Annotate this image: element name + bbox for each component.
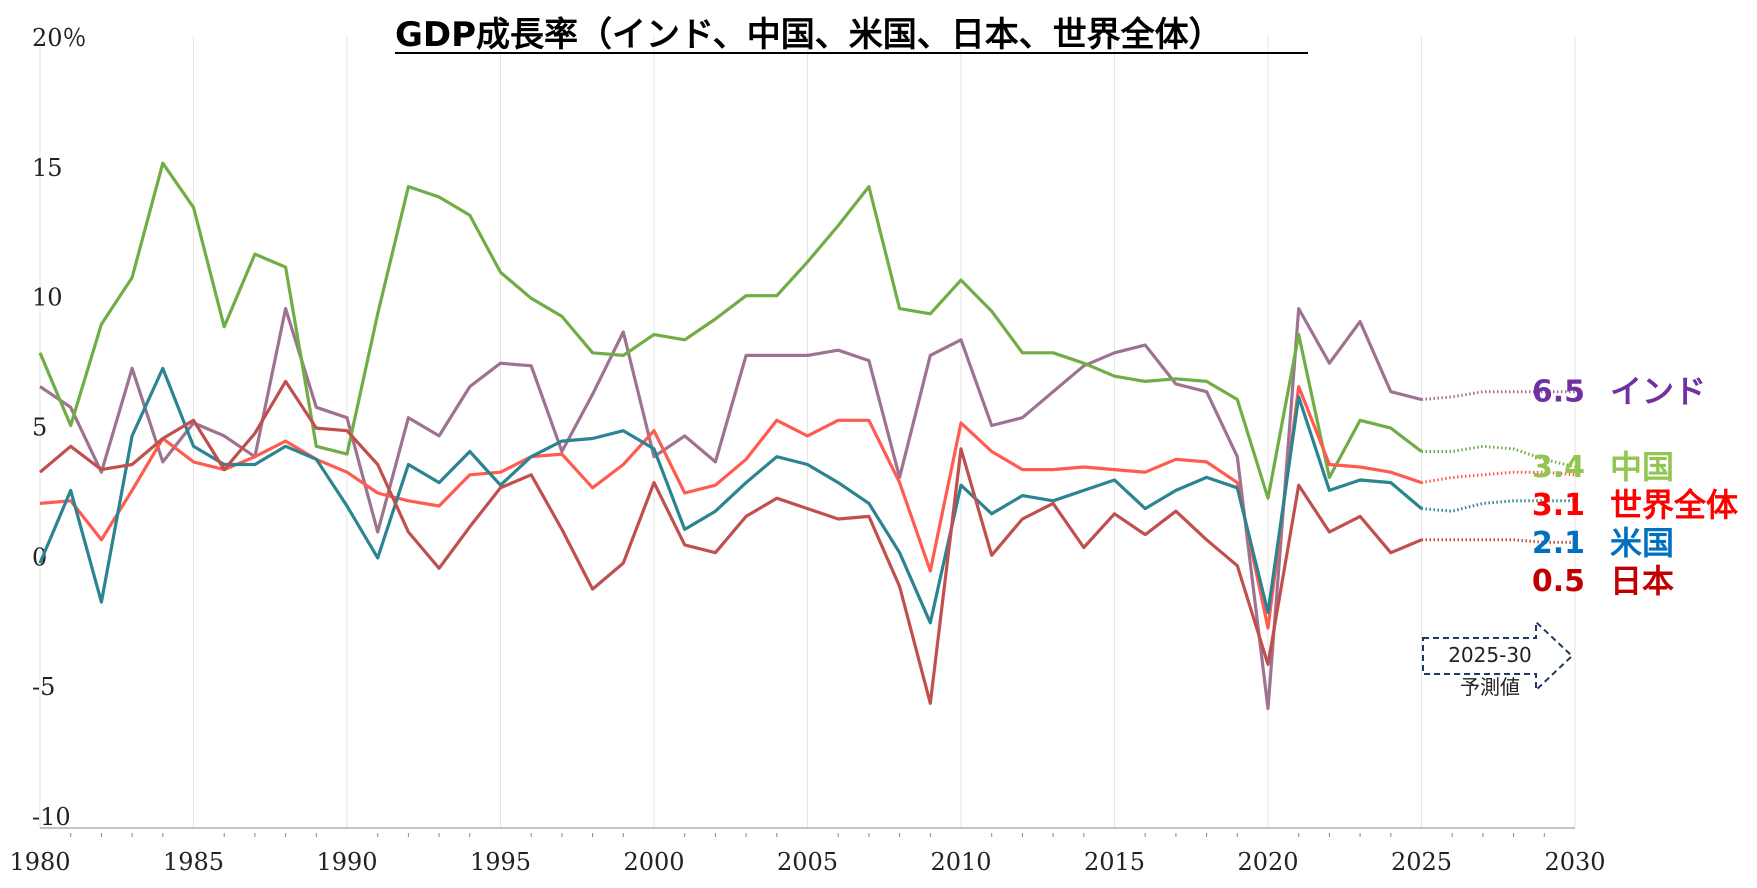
end-name-日本: 日本 (1610, 562, 1674, 600)
x-tick-label: 1980 (9, 848, 70, 876)
x-tick-label: 2000 (623, 848, 684, 876)
x-axis: 1980 1985 1990 1995 2000 2005 2010 2015 2020 2025… (9, 827, 1606, 876)
forecast-period-label: 2025-30 (1448, 643, 1532, 667)
x-tick-label: 1990 (316, 848, 377, 876)
forecast-line-インド (1421, 390, 1575, 401)
end-name-中国: 中国 (1610, 448, 1674, 486)
series-lines (38, 161, 1423, 711)
forecast-arrow: 2025-30 予測値 (1422, 619, 1574, 699)
forecast-note-label: 予測値 (1460, 675, 1520, 699)
series-line-日本 (38, 379, 1423, 705)
forecast-line-米国 (1421, 499, 1575, 513)
forecast-line-世界全体 (1421, 470, 1576, 485)
end-value-日本: 0.5 (1532, 564, 1585, 599)
end-name-米国: 米国 (1610, 524, 1674, 562)
end-name-世界全体: 世界全体 (1610, 486, 1738, 524)
end-value-中国: 3.4 (1532, 450, 1585, 485)
y-tick-label: -10 (32, 803, 71, 831)
y-unit-label: ％ (63, 24, 87, 52)
y-axis-labels: 20％ 15 10 5 0 -5 -10 (32, 24, 87, 831)
y-tick-label: 0 (32, 543, 47, 571)
x-tick-label: 2005 (777, 848, 838, 876)
chart-title: GDP成長率（インド、中国、米国、日本、世界全体） (395, 15, 1223, 55)
x-tick-label: 1985 (163, 848, 224, 876)
forecast-arrow-shape (1422, 619, 1574, 693)
x-tick-label: 2020 (1237, 848, 1298, 876)
forecast-line-中国 (1421, 444, 1576, 469)
y-tick-label: 10 (32, 284, 63, 312)
end-value-世界全体: 3.1 (1532, 488, 1585, 523)
series-line-中国 (38, 161, 1423, 500)
end-labels: 6.5 インド 3.4 中国 3.1 世界全体 2.1 米国 0.5 日本 (1532, 373, 1738, 600)
x-tick-label: 1995 (470, 848, 531, 876)
gridlines (39, 36, 1576, 828)
x-tick-label: 2025 (1391, 848, 1452, 876)
x-tick-label: 2015 (1084, 848, 1145, 876)
end-value-米国: 2.1 (1532, 526, 1585, 561)
series-line-米国 (38, 366, 1423, 625)
forecast-line-日本 (1421, 538, 1575, 544)
end-value-インド: 6.5 (1532, 375, 1585, 410)
series-line-インド (39, 307, 1422, 711)
y-tick-label: 15 (32, 154, 63, 182)
end-name-インド: インド (1610, 373, 1706, 411)
series-line-世界全体 (39, 385, 1423, 630)
y-tick-label: 5 (32, 414, 47, 442)
y-tick-label: 20％ (32, 24, 87, 52)
forecast-lines (1421, 390, 1576, 544)
x-tick-label: 2010 (930, 848, 991, 876)
x-tick-label: 2030 (1544, 848, 1605, 876)
y-tick-label: -5 (32, 673, 55, 701)
